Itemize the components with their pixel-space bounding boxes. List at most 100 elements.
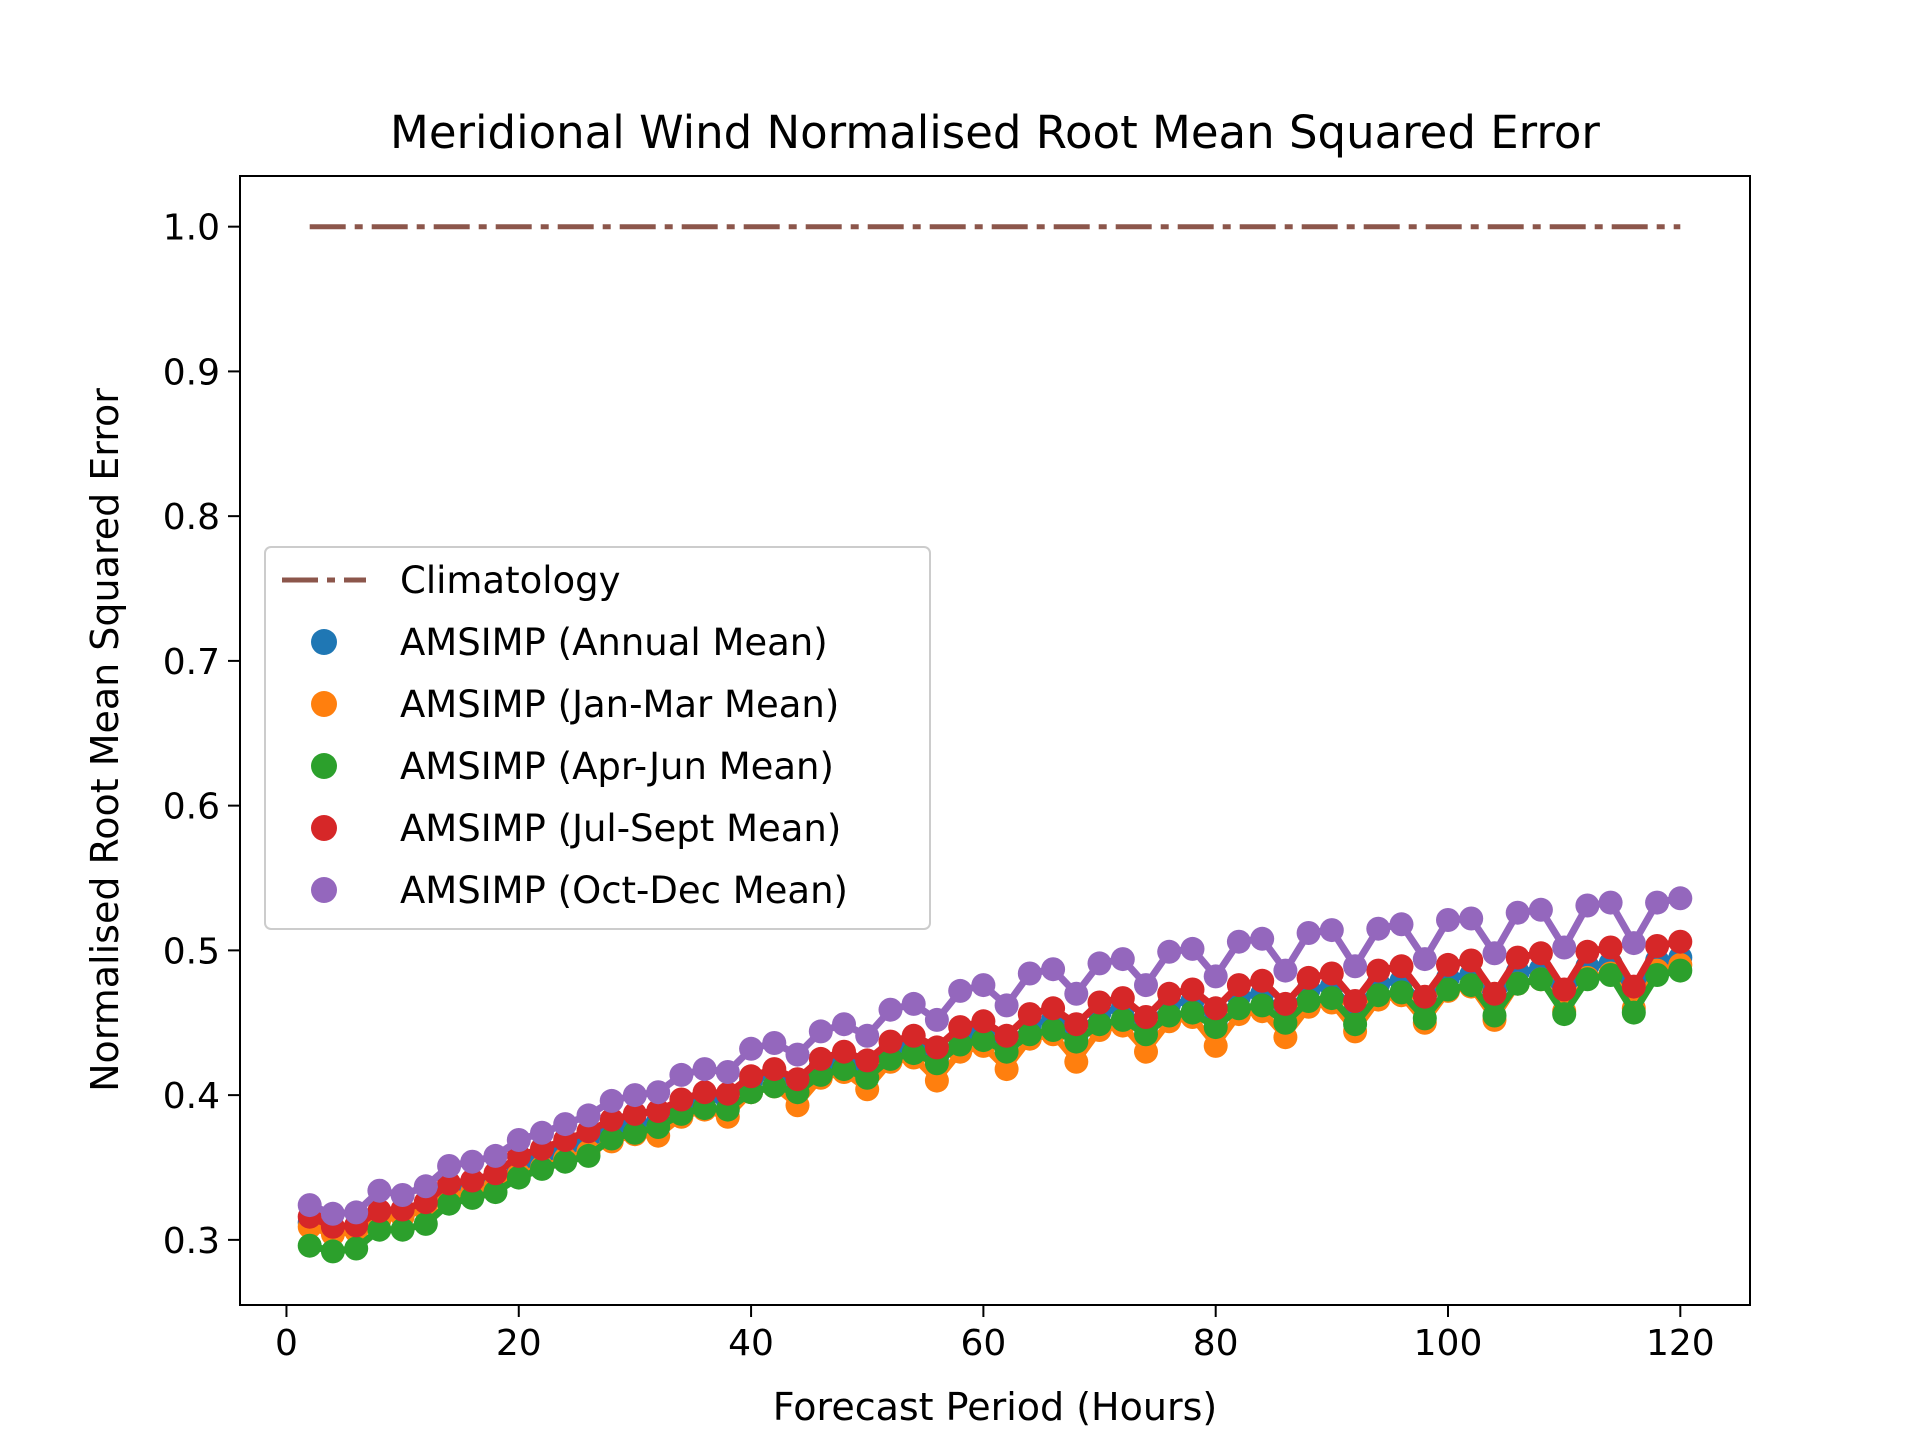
y-axis-label: Normalised Root Mean Squared Error — [83, 388, 127, 1092]
data-point — [1273, 1010, 1298, 1035]
data-point — [1366, 916, 1391, 941]
data-point — [1250, 993, 1275, 1018]
data-point — [1505, 945, 1530, 970]
data-point — [1319, 918, 1344, 943]
data-point — [1645, 890, 1670, 915]
legend-entry-3: AMSIMP (Apr-Jun Mean) — [311, 745, 834, 788]
data-point — [460, 1149, 485, 1174]
data-point — [506, 1128, 531, 1152]
legend-swatch — [311, 629, 337, 655]
data-point — [855, 1023, 880, 1048]
data-point — [1621, 931, 1646, 956]
data-point — [948, 1015, 973, 1040]
legend-label: Climatology — [400, 559, 621, 602]
data-point — [762, 1057, 787, 1082]
x-tick-label: 100 — [1414, 1323, 1483, 1364]
legend-box — [264, 546, 931, 930]
data-point — [1436, 977, 1460, 1002]
data-point — [924, 1007, 949, 1032]
data-point — [1157, 939, 1182, 964]
data-point — [413, 1211, 438, 1236]
x-axis-label: Forecast Period (Hours) — [773, 1385, 1217, 1429]
data-point — [1575, 893, 1600, 918]
plot-frame — [239, 175, 1751, 1306]
data-point — [1389, 912, 1414, 937]
data-point — [576, 1103, 601, 1128]
data-point — [1110, 986, 1135, 1011]
data-point — [1528, 967, 1553, 992]
data-point — [1505, 971, 1530, 996]
data-point — [413, 1174, 438, 1199]
data-point — [1459, 948, 1484, 973]
data-point — [832, 1012, 856, 1037]
data-point — [599, 1126, 624, 1151]
data-point — [1645, 963, 1670, 987]
data-point — [1528, 897, 1553, 922]
data-point — [1598, 935, 1623, 960]
data-point — [692, 1057, 717, 1082]
data-point — [1389, 980, 1414, 1005]
data-point — [1203, 1033, 1228, 1058]
data-point — [715, 1081, 740, 1106]
legend-entry-0: Climatology — [282, 559, 621, 602]
data-point — [855, 1048, 880, 1073]
y-tick-label: 0.7 — [163, 642, 220, 683]
data-point — [390, 1183, 415, 1207]
data-point — [1180, 936, 1205, 961]
data-point — [1668, 958, 1693, 983]
data-point — [622, 1120, 647, 1145]
data-point — [855, 1065, 880, 1090]
data-point — [1250, 968, 1275, 993]
data-point — [646, 1099, 671, 1123]
data-point — [924, 1068, 949, 1093]
series-5 — [297, 886, 1693, 1226]
data-point — [1157, 981, 1182, 1006]
data-point — [971, 973, 996, 998]
data-point — [971, 1028, 996, 1053]
data-point — [1226, 973, 1251, 998]
data-point — [320, 1239, 345, 1264]
data-point — [1343, 1012, 1368, 1037]
legend: Climatology AMSIMP (Annual Mean) AMSIMP (J… — [264, 546, 931, 930]
data-point — [460, 1168, 485, 1193]
data-point — [1203, 996, 1228, 1021]
data-point — [483, 1180, 508, 1205]
y-axis: 0.3 0.4 0.5 0.6 0.7 0.8 0.9 1.0 — [163, 208, 240, 1262]
data-point — [622, 1083, 647, 1108]
data-point — [646, 1080, 671, 1105]
legend-entry-2: AMSIMP (Jan-Mar Mean) — [311, 683, 839, 726]
data-point — [1017, 1002, 1042, 1027]
x-tick-label: 20 — [496, 1323, 542, 1364]
data-point — [1273, 958, 1298, 983]
data-point — [1134, 1022, 1158, 1047]
data-point — [1668, 886, 1693, 911]
x-tick-label: 40 — [728, 1323, 774, 1364]
legend-swatch — [311, 753, 337, 779]
legend-label: AMSIMP (Annual Mean) — [400, 621, 828, 664]
data-point — [506, 1165, 531, 1190]
data-point — [669, 1087, 694, 1112]
data-point — [1064, 1049, 1089, 1074]
data-point — [1436, 952, 1460, 977]
y-tick-label: 0.8 — [163, 497, 220, 538]
data-point — [1598, 963, 1623, 987]
data-point — [1203, 1015, 1228, 1040]
data-point — [297, 1193, 322, 1218]
data-point — [832, 1057, 856, 1082]
data-point — [1087, 1012, 1112, 1037]
data-point — [1296, 989, 1321, 1013]
data-point — [994, 993, 1019, 1018]
data-point — [297, 1233, 322, 1258]
data-point — [1134, 973, 1158, 998]
data-point — [576, 1143, 601, 1168]
data-point — [622, 1101, 647, 1126]
data-point — [971, 1009, 996, 1034]
data-point — [344, 1236, 369, 1261]
data-point — [878, 1046, 903, 1071]
data-point — [1319, 961, 1344, 986]
data-point — [1552, 1002, 1577, 1027]
data-point — [483, 1143, 508, 1168]
data-point — [739, 1036, 764, 1061]
data-point — [1134, 1005, 1158, 1029]
